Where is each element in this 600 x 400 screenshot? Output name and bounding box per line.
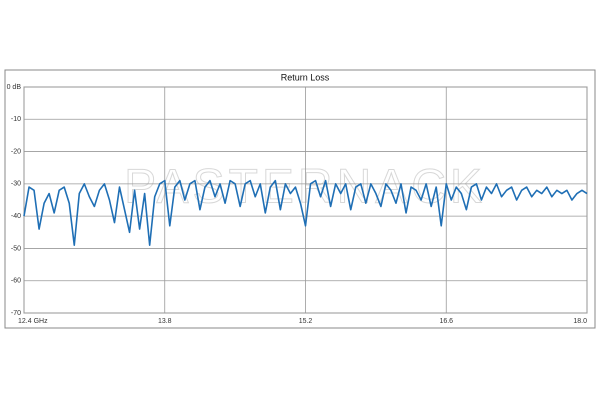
y-tick-label: -40 xyxy=(11,213,21,220)
chart-title: Return Loss xyxy=(281,72,330,82)
y-tick-label: -60 xyxy=(11,278,21,285)
frame xyxy=(4,69,596,329)
y-tick-label: 0 dB xyxy=(7,84,22,91)
y-tick-label: -10 xyxy=(11,116,21,123)
y-tick-label: -30 xyxy=(11,181,21,188)
x-tick-label: 16.6 xyxy=(439,318,453,325)
y-tick-label: -50 xyxy=(11,245,21,252)
watermark: PASTERNACK xyxy=(124,161,486,214)
y-tick-label: -20 xyxy=(11,148,21,155)
x-tick-label: 15.2 xyxy=(299,318,313,325)
x-tick-label: 18.0 xyxy=(573,318,587,325)
x-tick-label: 13.8 xyxy=(158,318,172,325)
y-tick-label: -70 xyxy=(11,310,21,317)
x-tick-label: 12.4 GHz xyxy=(18,318,48,325)
data-line xyxy=(23,179,588,246)
